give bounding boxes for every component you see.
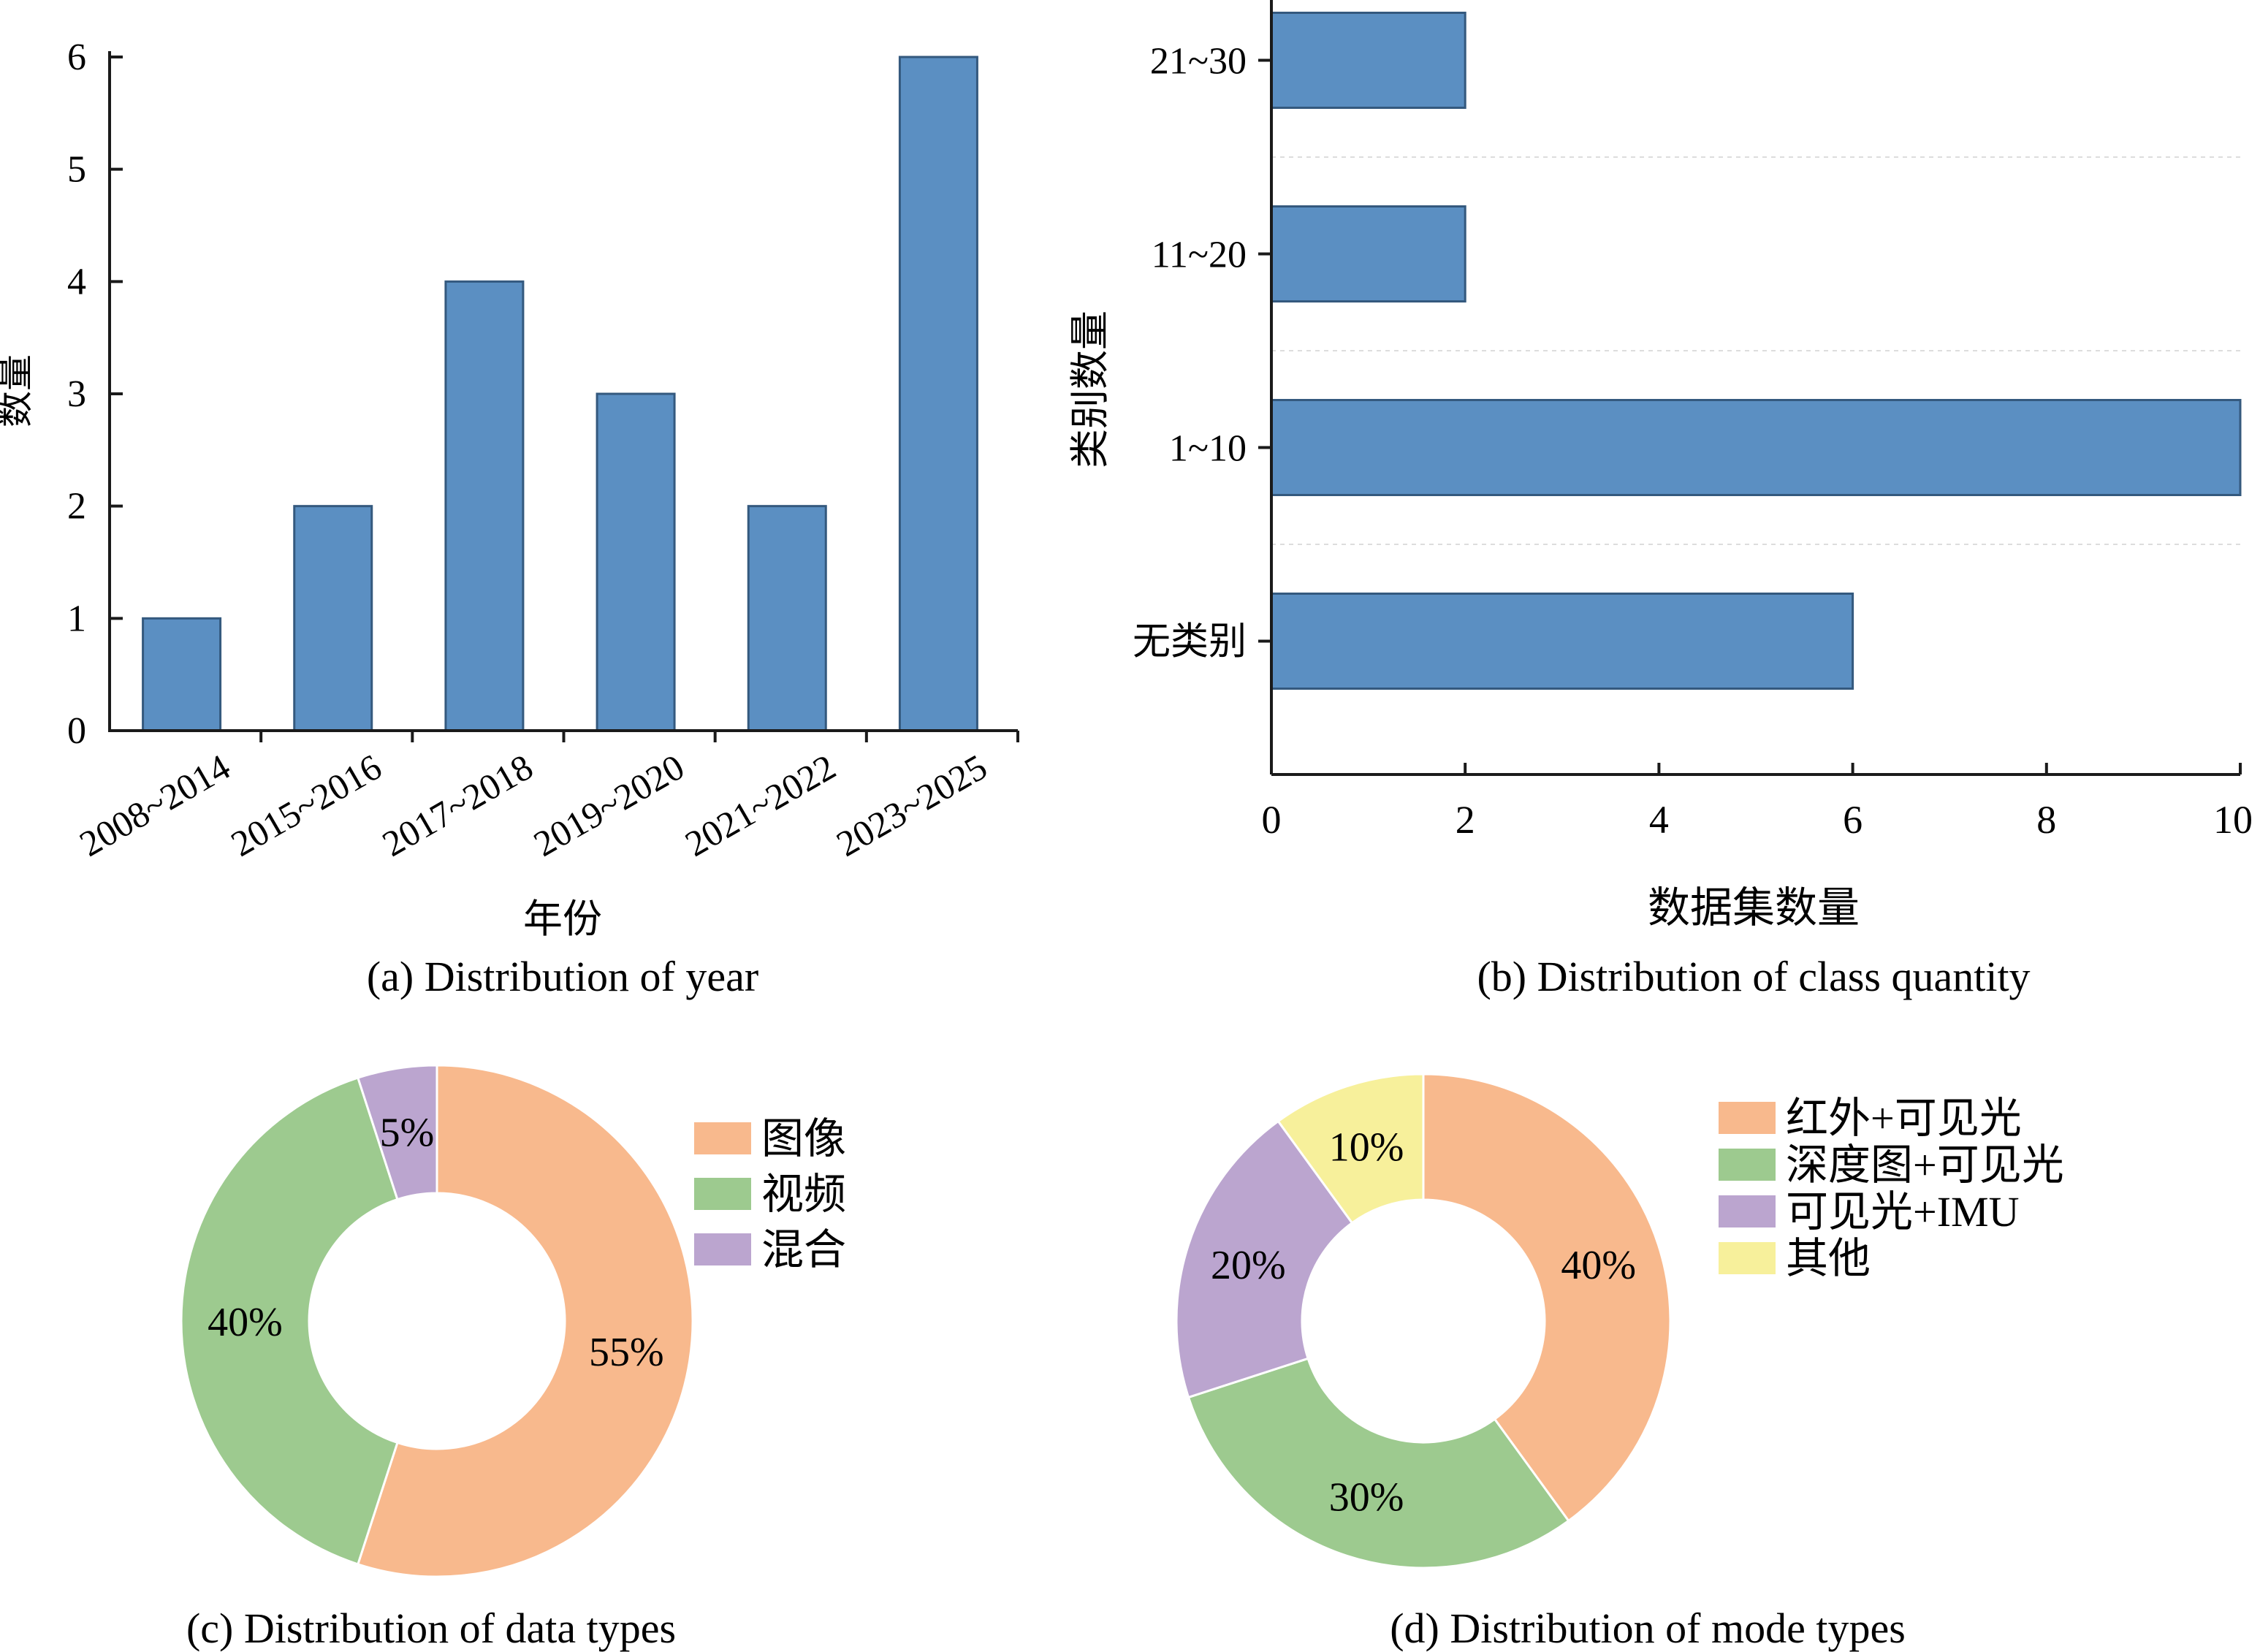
bar-2017~2018 xyxy=(444,280,525,732)
x-tick-label: 10 xyxy=(2213,798,2253,842)
y-tick-label: 3 xyxy=(67,373,86,415)
legend-label: 混合 xyxy=(761,1226,846,1274)
slice-图像 xyxy=(356,1064,694,1578)
y-tick-label: 无类别 xyxy=(1133,622,1247,663)
legend-label: 深度图+可见光 xyxy=(1786,1141,2064,1189)
slice-其他 xyxy=(1277,1073,1425,1225)
legend-label: 可见光+IMU xyxy=(1786,1188,2019,1236)
x-tick-label: 2017~2018 xyxy=(376,746,540,864)
legend-label: 红外+可见光 xyxy=(1786,1095,2022,1142)
year-bar-chart: 0 1 2 3 4 5 6 2008~20142015~20162017~20182019~… xyxy=(0,37,1019,1000)
panel-caption: (b) Distribution of class quantity xyxy=(1477,953,2030,1000)
bar-1~10 xyxy=(1270,399,2242,496)
y-tick-label: 6 xyxy=(67,37,86,78)
bar-无类别 xyxy=(1270,593,1854,690)
y-tick-label: 4 xyxy=(67,261,86,302)
legend-swatch xyxy=(1719,1195,1776,1227)
bar-2023~2025 xyxy=(898,56,978,732)
x-tick-label: 4 xyxy=(1649,798,1669,842)
slice-红外+可见光 xyxy=(1422,1073,1672,1523)
slice-value-label: 10% xyxy=(1329,1124,1404,1170)
slice-深度图+可见光 xyxy=(1187,1357,1570,1569)
x-tick-label: 2023~2025 xyxy=(829,746,994,864)
slice-混合 xyxy=(356,1064,438,1201)
bar-2008~2014 xyxy=(142,617,222,732)
y-axis-title: 数量 xyxy=(0,354,36,427)
bar-11~20 xyxy=(1270,205,1466,302)
panel-caption: (a) Distribution of year xyxy=(367,953,758,1000)
bar-21~30 xyxy=(1270,12,1466,109)
slice-value-label: 55% xyxy=(589,1330,664,1375)
slice-value-label: 20% xyxy=(1211,1243,1286,1288)
slice-value-label: 40% xyxy=(1561,1243,1636,1288)
class-quantity-bar-chart: 0 2 4 6 8 10 无类别 1~10 11~20 21~30 类别数量 数据集数量 (b)… xyxy=(1068,0,2253,1000)
x-tick-label: 2021~2022 xyxy=(678,746,842,864)
x-tick-label: 2019~2020 xyxy=(527,746,691,864)
slice-value-label: 5% xyxy=(380,1111,435,1156)
bar-2021~2022 xyxy=(747,505,827,732)
slice-视频 xyxy=(180,1076,399,1566)
y-tick-label: 1 xyxy=(67,598,86,639)
y-tick-label: 1~10 xyxy=(1169,428,1247,470)
y-tick-label: 11~20 xyxy=(1152,235,1247,276)
y-tick-label: 5 xyxy=(67,149,86,191)
legend-label: 视频 xyxy=(761,1171,846,1218)
x-axis-title: 年份 xyxy=(523,897,602,941)
y-tick-label: 21~30 xyxy=(1150,41,1247,83)
x-tick-label: 2 xyxy=(1456,798,1475,842)
legend-swatch xyxy=(694,1233,751,1265)
slice-value-label: 30% xyxy=(1329,1475,1404,1520)
x-axis-title: 数据集数量 xyxy=(1648,884,1860,932)
slice-value-label: 40% xyxy=(208,1300,283,1345)
legend-swatch xyxy=(694,1122,751,1154)
legend-label: 其他 xyxy=(1786,1235,1871,1282)
legend-swatch xyxy=(1719,1149,1776,1181)
panel-caption: (d) Distribution of mode types xyxy=(1390,1605,1906,1652)
x-tick-label: 6 xyxy=(1843,798,1863,842)
legend-swatch xyxy=(1719,1242,1776,1274)
x-tick-label: 2008~2014 xyxy=(72,746,237,864)
y-tick-label: 2 xyxy=(67,486,86,528)
y-tick-label: 0 xyxy=(67,710,86,752)
x-tick-label: 2015~2016 xyxy=(224,746,389,864)
y-axis-title: 类别数量 xyxy=(1068,311,1112,468)
legend-swatch xyxy=(1719,1102,1776,1134)
bar-2015~2016 xyxy=(293,505,373,732)
x-tick-label: 8 xyxy=(2036,798,2056,842)
legend-label: 图像 xyxy=(761,1115,846,1162)
x-tick-label: 0 xyxy=(1262,798,1282,842)
slice-可见光+IMU xyxy=(1175,1119,1354,1399)
panel-caption: (c) Distribution of data types xyxy=(186,1605,676,1652)
legend-swatch xyxy=(694,1178,751,1210)
bar-2019~2020 xyxy=(596,392,676,732)
